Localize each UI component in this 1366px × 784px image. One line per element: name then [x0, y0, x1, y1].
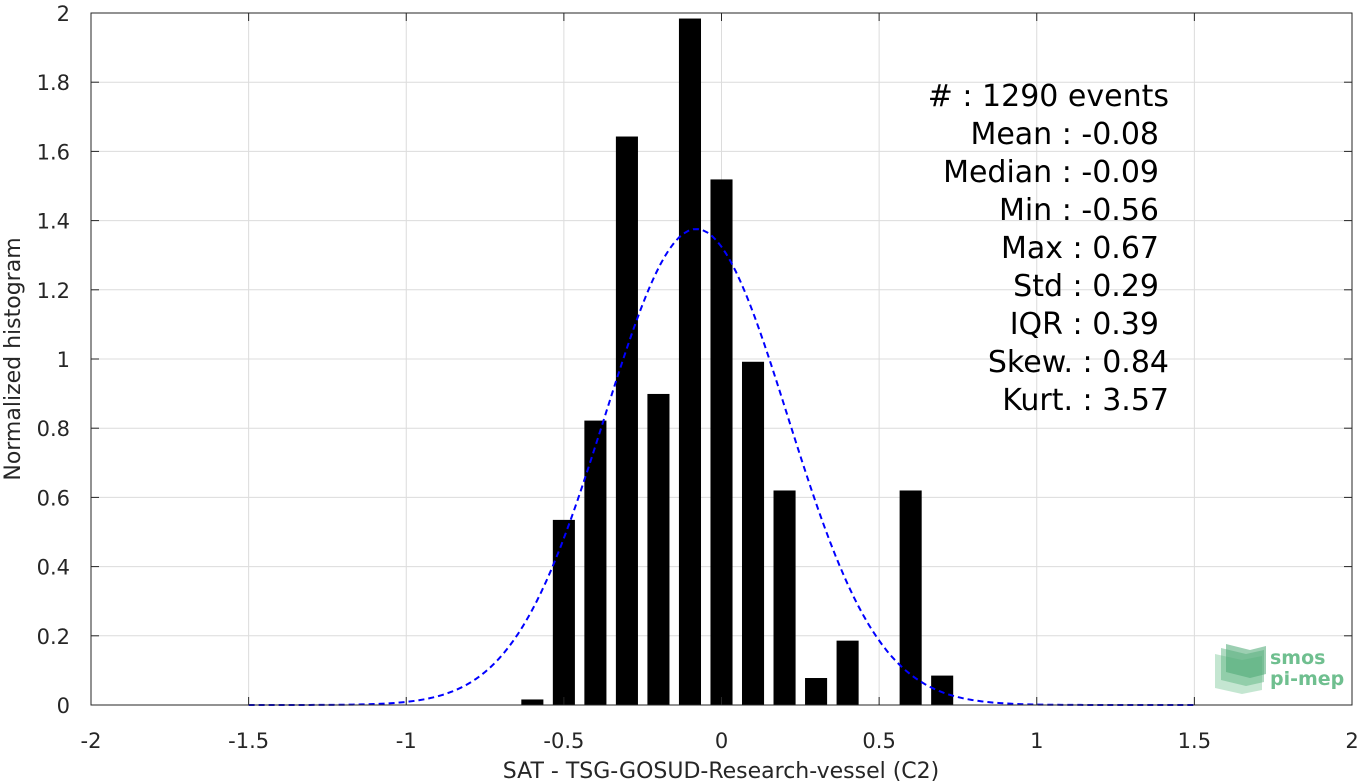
x-tick-label: 0.5: [862, 729, 895, 753]
histogram-bar: [805, 678, 828, 705]
x-tick-label: -1.5: [228, 729, 269, 753]
y-tick-label: 0.6: [37, 486, 70, 510]
stats-line: Median : -0.09: [943, 155, 1159, 190]
histogram-bar: [773, 490, 796, 705]
histogram-bar: [552, 519, 575, 705]
y-tick-label: 0.8: [37, 417, 70, 441]
histogram-bar: [931, 675, 954, 705]
histogram-bar: [836, 640, 859, 705]
normal-fit-curve: [248, 228, 1195, 706]
stats-line: Max : 0.67: [1001, 231, 1159, 266]
y-tick-label: 0.2: [37, 625, 70, 649]
histogram-bar: [710, 179, 733, 705]
x-axis-title: SAT - TSG-GOSUD-Research-vessel (C2): [503, 759, 940, 784]
y-tick-label: 2: [57, 2, 70, 26]
histogram-bar: [647, 393, 670, 705]
x-tick-label: -2: [81, 729, 102, 753]
histogram-bar: [584, 420, 607, 705]
logo-waves-icon: [1215, 644, 1266, 694]
stats-line: # : 1290 events: [928, 79, 1169, 114]
y-tick-label: 1.8: [37, 71, 70, 95]
histogram-bar: [899, 490, 922, 705]
axis-ticks: [90, 12, 1353, 706]
y-axis-title: Normalized histogram: [1, 237, 26, 480]
histogram-bar: [615, 136, 638, 706]
x-tick-label: -0.5: [543, 729, 584, 753]
stats-line: Std : 0.29: [1013, 269, 1159, 304]
x-tick-label: 0: [715, 729, 728, 753]
stats-line: IQR : 0.39: [1010, 307, 1159, 342]
logo-line-2: pi-mep: [1270, 668, 1344, 690]
stats-line: Min : -0.56: [999, 193, 1159, 228]
x-tick-labels: -2 -1.5 -1 -0.5 0 0.5 1 1.5 2: [81, 729, 1359, 753]
x-tick-label: 2: [1345, 729, 1358, 753]
stats-line: Kurt. : 3.57: [1002, 383, 1169, 418]
x-tick-label: 1: [1030, 729, 1043, 753]
y-tick-labels: 0 0.2 0.4 0.6 0.8 1 1.2 1.4 1.6 1.8 2: [37, 2, 70, 718]
stats-line: Mean : -0.08: [970, 117, 1159, 152]
y-tick-label: 1: [57, 348, 70, 372]
smos-pi-mep-logo: smos pi-mep: [1215, 644, 1344, 694]
histogram-bar: [678, 18, 702, 705]
y-tick-label: 1.2: [37, 279, 70, 303]
histogram-bars: [521, 18, 954, 706]
y-tick-label: 1.6: [37, 140, 70, 164]
histogram-bar: [521, 699, 544, 705]
x-tick-label: -1: [396, 729, 417, 753]
y-tick-label: 1.4: [37, 210, 70, 234]
histogram-bar: [741, 361, 765, 705]
stats-line: Skew. : 0.84: [988, 345, 1169, 380]
y-tick-label: 0: [57, 694, 70, 718]
logo-line-1: smos: [1270, 647, 1325, 669]
x-tick-label: 1.5: [1178, 729, 1211, 753]
y-tick-label: 0.4: [37, 556, 70, 580]
